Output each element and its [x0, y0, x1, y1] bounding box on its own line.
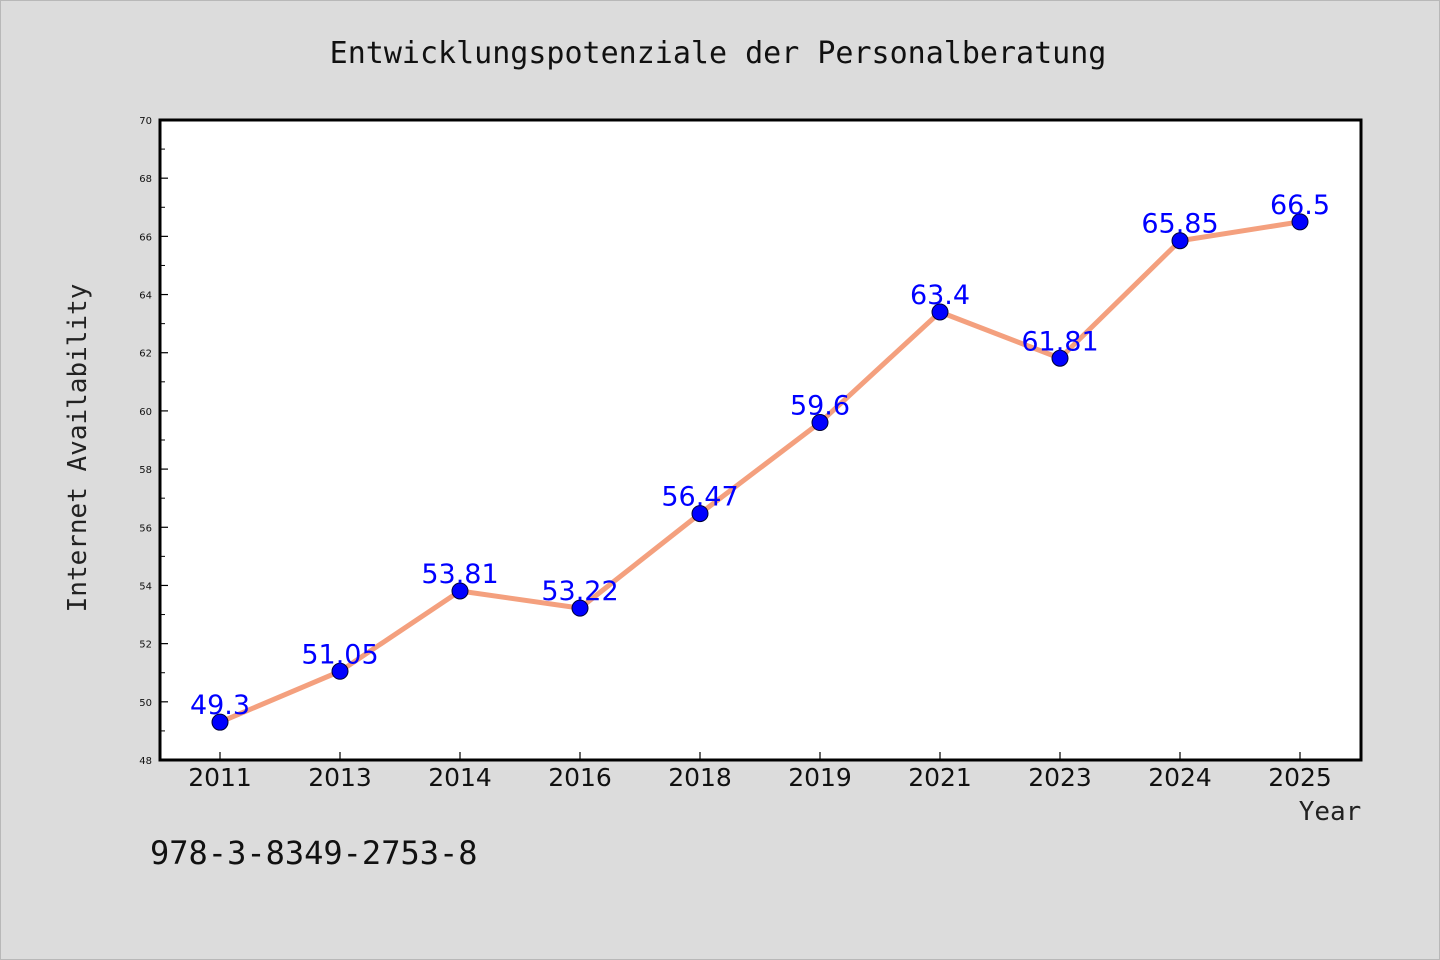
data-point-marker: [211, 713, 229, 731]
chart-title: Entwicklungspotenziale der Personalberat…: [330, 36, 1107, 71]
footer-isbn: 978-3-8349-2753-8: [150, 834, 478, 872]
data-label: 53.22: [541, 576, 618, 607]
y-tick-label: 60: [139, 407, 152, 418]
x-tick-label: 2021: [908, 763, 972, 792]
data-label: 49.3: [190, 690, 250, 721]
series-markers: [211, 213, 1309, 731]
x-tick-label: 2018: [668, 763, 732, 792]
x-axis-label: Year: [1299, 797, 1362, 827]
data-labels: 49.3 51.05 53.81 53.22 56.47 59.6 63.4 61.81 65.…: [190, 190, 1330, 721]
data-point-marker: [571, 599, 589, 617]
x-tick-label: 2014: [428, 763, 492, 792]
data-point-marker: [1171, 232, 1189, 250]
x-tick-label: 2016: [548, 763, 612, 792]
series-line: [217, 219, 1303, 725]
data-point-marker: [691, 505, 709, 523]
x-tick-label: 2013: [308, 763, 372, 792]
data-label: 51.05: [301, 639, 378, 670]
y-tick-label: 62: [139, 349, 152, 360]
y-tick-label: 48: [139, 756, 152, 767]
data-label: 63.4: [910, 280, 970, 311]
data-point-marker: [1291, 213, 1309, 231]
x-tick-label: 2024: [1148, 763, 1212, 792]
y-tick-label: 70: [139, 116, 152, 127]
y-tick-label: 54: [139, 581, 152, 592]
data-label: 65.85: [1141, 209, 1218, 240]
x-tick-label: 2023: [1028, 763, 1092, 792]
plot-border: [158, 118, 1363, 762]
data-point-marker: [331, 662, 349, 680]
y-tick-label: 66: [139, 232, 152, 243]
data-label: 59.6: [790, 391, 850, 422]
x-axis-ticks: 2011 2013 2014 2016 2018 2019 2021 2023 2024 2025: [188, 752, 1332, 792]
y-axis-label: Internet Availability: [63, 284, 93, 613]
y-tick-label: 58: [139, 465, 152, 476]
data-label: 61.81: [1021, 326, 1098, 357]
x-tick-label: 2011: [188, 763, 252, 792]
data-point-marker: [451, 582, 469, 600]
y-tick-label: 56: [139, 523, 152, 534]
y-tick-label: 68: [139, 174, 152, 185]
data-label: 56.47: [661, 482, 738, 513]
x-tick-label: 2025: [1268, 763, 1332, 792]
data-label: 66.5: [1270, 190, 1330, 221]
x-tick-label: 2019: [788, 763, 852, 792]
data-point-marker: [1051, 349, 1069, 367]
y-tick-label: 52: [139, 640, 152, 651]
y-tick-label: 64: [139, 291, 152, 302]
data-point-marker: [931, 303, 949, 321]
y-axis-ticks: 48 50 52 54 56 58 60 62 64 66 68 70: [139, 116, 168, 767]
data-point-marker: [811, 414, 829, 432]
data-label: 53.81: [421, 559, 498, 590]
plot-area: [160, 120, 1361, 760]
y-tick-label: 50: [139, 698, 152, 709]
